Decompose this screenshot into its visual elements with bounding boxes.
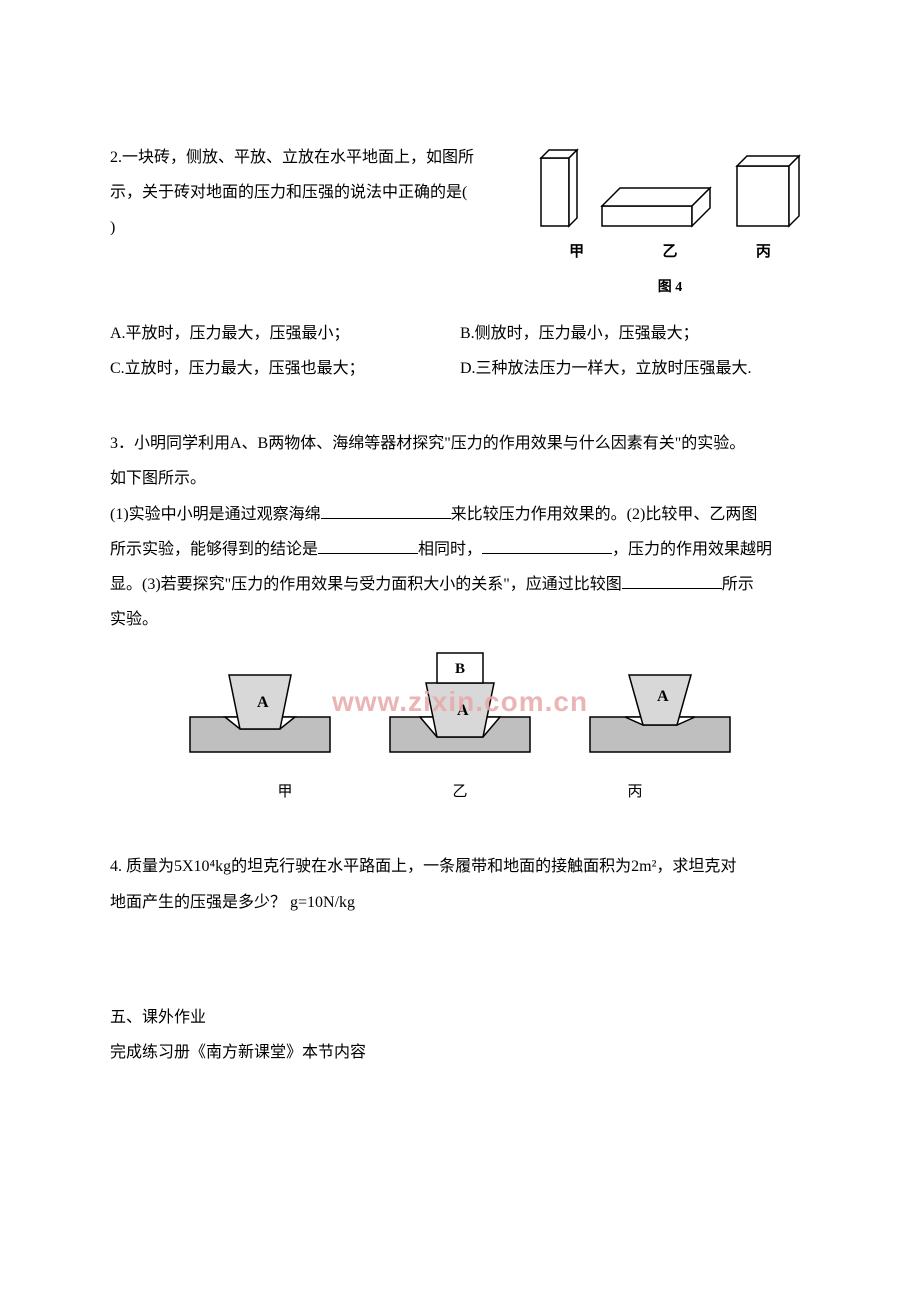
sponge-label-bing: 丙 [628,776,643,809]
q3-part2: 所示实验，能够得到的结论是 相同时， ，压力的作用效果越明 [110,532,810,567]
question-2: 2.一块砖，侧放、平放、立放在水平地面上，如图所 示，关于砖对地面的压力和压强的… [110,140,810,386]
q2-stem-line3: ) [110,210,510,245]
q3-stem-line2: 如下图所示。 [110,461,810,496]
q3-figure: www.zixin.com.cn A A B [110,647,810,809]
bricks-row [530,140,810,230]
sponge-label-jia: 甲 [277,776,292,809]
sponge-label-yi: 乙 [452,776,467,809]
sponge-bing-icon: A [585,647,735,757]
figure-caption: 图 4 [530,273,810,304]
blank-4 [622,568,722,589]
sponge-jia: A [185,647,335,770]
q3-part2-a: 所示实验，能够得到的结论是 [110,541,318,558]
question-4: 4. 质量为5X10⁴kg的坦克行驶在水平路面上，一条履带和地面的接触面积为2m… [110,849,810,919]
svg-text:B: B [455,661,465,677]
blank-3 [482,533,612,554]
blank-1 [321,498,451,519]
sponge-row: A A B A [110,647,810,770]
q3-part3: 显。(3)若要探究"压力的作用效果与受力面积大小的关系"，应通过比较图 所示 [110,567,810,602]
q2-figure: 甲 乙 丙 图 4 [530,140,810,304]
q2-stem-and-figure: 2.一块砖，侧放、平放、立放在水平地面上，如图所 示，关于砖对地面的压力和压强的… [110,140,810,304]
question-3: 3．小明同学利用A、B两物体、海绵等器材探究"压力的作用效果与什么因素有关"的实… [110,426,810,809]
q3-part1: (1)实验中小明是通过观察海绵 来比较压力作用效果的。(2)比较甲、乙两图 [110,497,810,532]
q2-option-d: D.三种放法压力一样大，立放时压强最大. [460,351,810,386]
brick-labels: 甲 乙 丙 [530,236,810,269]
q3-part1-b: 来比较压力作用效果的。(2)比较甲、乙两图 [451,506,758,523]
q3-part1-a: (1)实验中小明是通过观察海绵 [110,506,321,523]
sponge-yi: A B [385,647,535,770]
section-5: 五、课外作业 完成练习册《南方新课堂》本节内容 [110,1000,810,1070]
q2-stem-line1: 2.一块砖，侧放、平放、立放在水平地面上，如图所 [110,140,510,175]
q4-line1: 4. 质量为5X10⁴kg的坦克行驶在水平路面上，一条履带和地面的接触面积为2m… [110,849,810,884]
q3-stem-line1: 3．小明同学利用A、B两物体、海绵等器材探究"压力的作用效果与什么因素有关"的实… [110,426,810,461]
svg-text:A: A [457,702,469,719]
q3-part3-a: 显。(3)若要探究"压力的作用效果与受力面积大小的关系"，应通过比较图 [110,576,622,593]
blank-2 [318,533,418,554]
brick-yi-icon [596,182,716,230]
brick-label-bing: 丙 [756,236,771,269]
sponge-labels: 甲 乙 丙 [110,776,810,809]
q3-part2-c: ，压力的作用效果越明 [612,541,772,558]
q2-stem-line2: 示，关于砖对地面的压力和压强的说法中正确的是( [110,175,510,210]
sponge-jia-icon: A [185,647,335,757]
brick-label-jia: 甲 [569,236,584,269]
svg-text:A: A [657,688,669,705]
q2-option-c: C.立放时，压力最大，压强也最大； [110,351,460,386]
sponge-bing: A [585,647,735,770]
q2-option-a: A.平放时，压力最大，压强最小； [110,316,460,351]
q2-options: A.平放时，压力最大，压强最小； B.侧放时，压力最小，压强最大； C.立放时，… [110,316,810,386]
q3-part2-b: 相同时， [418,541,482,558]
q3-part4: 实验。 [110,602,810,637]
brick-bing-icon [731,152,803,230]
section-5-body: 完成练习册《南方新课堂》本节内容 [110,1035,810,1070]
q3-part3-b: 所示 [722,576,754,593]
sponge-yi-icon: A B [385,647,535,757]
section-5-title: 五、课外作业 [110,1000,810,1035]
q4-line2: 地面产生的压强是多少？ g=10N/kg [110,885,810,920]
q2-stem: 2.一块砖，侧放、平放、立放在水平地面上，如图所 示，关于砖对地面的压力和压强的… [110,140,510,246]
q2-option-b: B.侧放时，压力最小，压强最大； [460,316,810,351]
brick-jia-icon [537,146,581,230]
svg-text:A: A [257,694,269,711]
brick-label-yi: 乙 [662,236,677,269]
